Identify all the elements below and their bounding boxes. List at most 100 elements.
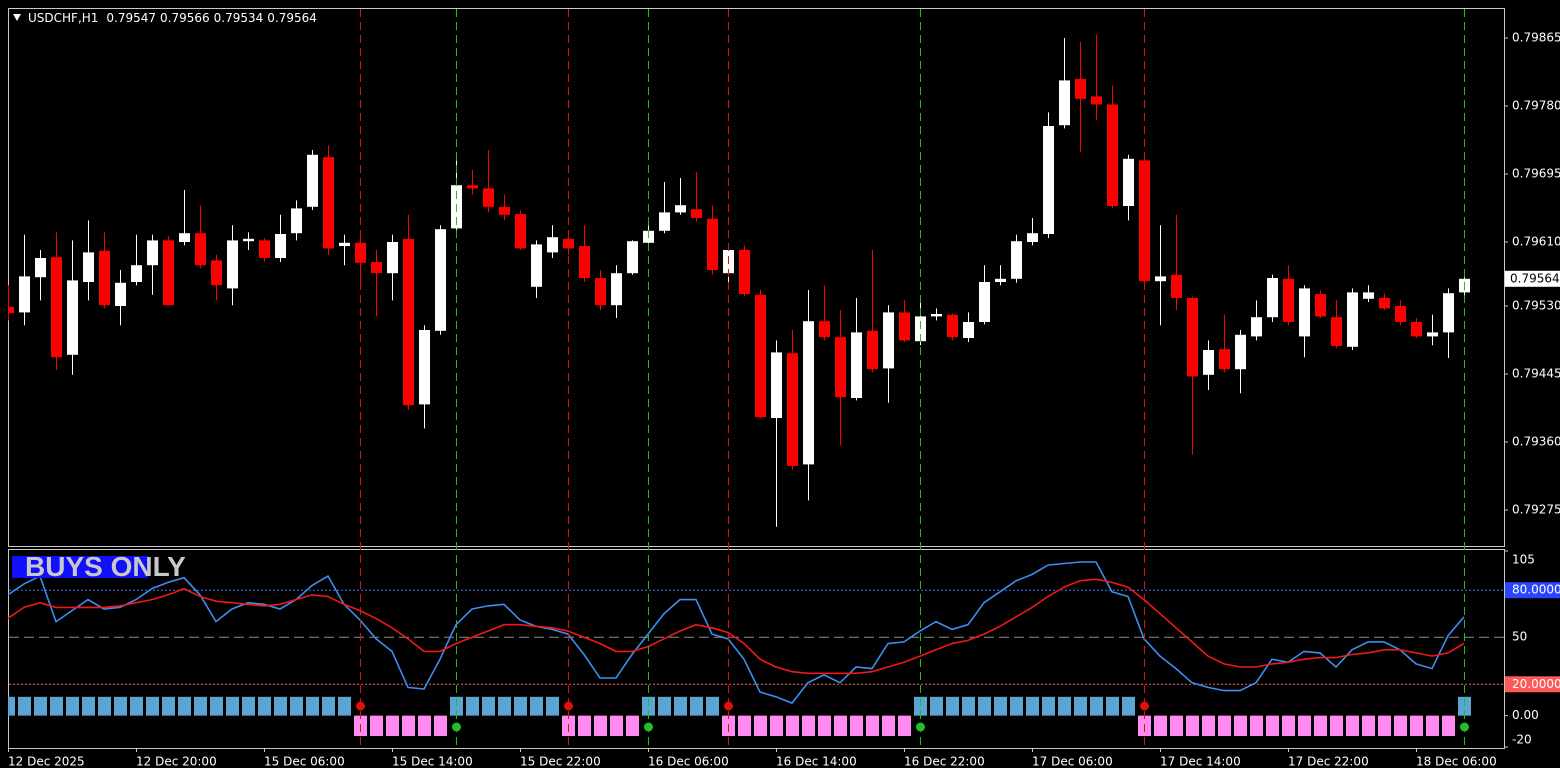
signal-dot (356, 701, 365, 711)
state-bar (178, 696, 191, 716)
state-bar (738, 715, 751, 737)
candle-body (1235, 334, 1246, 370)
candle-body (755, 294, 766, 418)
state-bar (1026, 696, 1039, 716)
state-bar (658, 696, 671, 716)
candle-body (1283, 278, 1294, 322)
state-bar (8, 696, 15, 716)
state-bar (194, 696, 207, 716)
low-price: 0.79534 (214, 11, 264, 25)
state-bar (898, 715, 911, 737)
state-bar (338, 696, 351, 716)
state-bar (1250, 715, 1263, 737)
candle-body (291, 208, 302, 234)
candle-body (35, 258, 46, 278)
candle-body (1219, 349, 1230, 370)
state-bar (130, 696, 143, 716)
candle-body (1027, 233, 1038, 242)
state-bar (946, 696, 959, 716)
plot-layer: 0.79865 0.79780 0.79695 0.79610 0.79530 0.794… (8, 9, 1560, 768)
high-price: 0.79566 (160, 11, 210, 25)
state-bar (162, 696, 175, 716)
state-bar (962, 696, 975, 716)
candle-body (627, 241, 638, 274)
candle-body (1267, 278, 1278, 318)
state-bar (1106, 696, 1119, 716)
candle-body (355, 242, 366, 263)
state-bar (1314, 715, 1327, 737)
candle-body (547, 237, 558, 253)
state-bar (818, 715, 831, 737)
candle-body (835, 337, 846, 398)
state-bar (1362, 715, 1375, 737)
candle-body (531, 244, 542, 287)
x-tick-label: 17 Dec 14:00 (1160, 755, 1241, 768)
y-tick-label: 0.79610 (1512, 235, 1560, 249)
x-tick-label: 15 Dec 06:00 (264, 755, 345, 768)
candle-body (771, 352, 782, 418)
state-bar (1442, 715, 1455, 737)
state-bar (1186, 715, 1199, 737)
state-bar (626, 715, 639, 737)
y-tick-label: 0.79780 (1512, 99, 1560, 113)
candle-body (243, 238, 254, 242)
state-bar (930, 696, 943, 716)
candle-body (67, 280, 78, 355)
signal-dot (1460, 722, 1469, 732)
last-price-label: 0.79564 (1510, 271, 1560, 285)
signal-dot (564, 701, 573, 711)
state-bar (1330, 715, 1343, 737)
state-bar (674, 696, 687, 716)
state-bar (1090, 696, 1103, 716)
candle-body (691, 209, 702, 218)
candle-body (1427, 332, 1438, 337)
candle-body (947, 314, 958, 338)
y-tick-label: 0.79695 (1512, 167, 1560, 181)
signal-dot (452, 722, 461, 732)
candle-body (275, 234, 286, 258)
state-bar (274, 696, 287, 716)
state-bar (322, 696, 335, 716)
y-tick-label: 20.0000 (1512, 677, 1560, 691)
candle-body (19, 276, 30, 313)
state-bar (914, 696, 927, 716)
x-tick-label: 18 Dec 06:00 (1416, 755, 1497, 768)
candle-body (115, 282, 126, 306)
candle-body (131, 265, 142, 282)
candle-body (1203, 350, 1214, 375)
candle-body (1187, 298, 1198, 377)
candle-body (83, 252, 94, 282)
candle-body (1171, 274, 1182, 298)
candle-body (883, 312, 894, 369)
state-bar (786, 715, 799, 737)
state-bar (642, 696, 655, 716)
state-bar (530, 696, 543, 716)
sub-plot (8, 561, 1504, 737)
state-bar (1282, 715, 1295, 737)
y-tick-label: 0.79865 (1512, 31, 1560, 45)
candle-body (963, 322, 974, 338)
candle-body (675, 205, 686, 213)
candle-body (163, 240, 174, 306)
candle-body (8, 306, 14, 314)
candle-body (1411, 322, 1422, 337)
y-tick-label: 0.79530 (1512, 299, 1560, 313)
state-bar (482, 696, 495, 716)
candle-body (419, 330, 430, 405)
state-bar (706, 696, 719, 716)
candle-body (195, 233, 206, 266)
y-tick-label: 0.00 (1512, 708, 1539, 722)
state-bar (498, 696, 511, 716)
state-bar (50, 696, 63, 716)
candle-body (371, 262, 382, 274)
candle-body (1379, 298, 1390, 309)
close-price: 0.79564 (267, 11, 317, 25)
state-bar (610, 715, 623, 737)
collapse-icon[interactable] (13, 14, 21, 21)
state-bar (594, 715, 607, 737)
state-bar (18, 696, 31, 716)
signal-dot (644, 722, 653, 732)
x-tick-label: 16 Dec 22:00 (904, 755, 985, 768)
y-tick-label: 0.79275 (1512, 503, 1560, 517)
y-tick-label: 80.0000 (1512, 583, 1560, 597)
